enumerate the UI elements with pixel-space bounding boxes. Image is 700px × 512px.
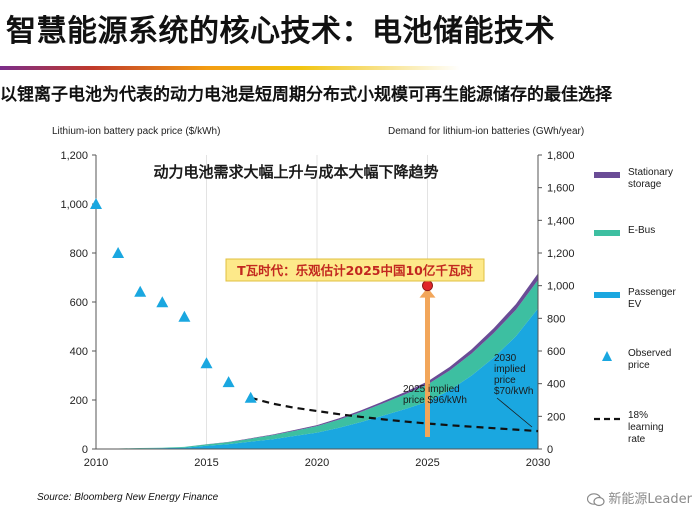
area-stationary-storage: [96, 273, 538, 449]
legend-swatch-stationary-storage: [594, 172, 620, 178]
observed-price-marker: [178, 310, 191, 322]
x-tick-label: 2010: [84, 457, 108, 469]
left-tick-label: 200: [70, 395, 88, 407]
legend-label: Passenger: [628, 287, 676, 298]
observed-price-marker: [222, 376, 235, 388]
x-tick-label: 2030: [526, 457, 550, 469]
arrow-head: [419, 287, 436, 298]
observed-price-marker: [134, 285, 147, 297]
left-axis-title: Lithium-ion battery pack price ($/kWh): [52, 126, 221, 137]
annotation-2030: 2030: [494, 353, 517, 364]
observed-price-marker: [112, 247, 125, 258]
watermark-text: 新能源Leader: [608, 492, 692, 507]
right-tick-label: 400: [547, 379, 565, 391]
annotation-2030: implied: [494, 364, 526, 375]
target-dot: [422, 280, 433, 292]
legend-label: price: [628, 360, 650, 371]
legend-label: EV: [628, 299, 642, 310]
annotation-2030-pointer: [496, 397, 533, 428]
x-tick-label: 2020: [305, 457, 329, 469]
title-divider: [0, 66, 460, 70]
legend-label: Stationary: [628, 167, 673, 178]
right-tick-label: 0: [547, 444, 553, 456]
observed-price-marker: [156, 296, 169, 308]
x-tick-label: 2015: [194, 457, 218, 469]
chart-title: 动力电池需求大幅上升与成本大幅下降趋势: [153, 163, 438, 181]
right-tick-label: 1,200: [547, 248, 575, 260]
left-tick-label: 600: [70, 297, 88, 309]
right-tick-label: 200: [547, 411, 565, 423]
legend-label: rate: [628, 434, 646, 445]
right-tick-label: 1,600: [547, 183, 575, 195]
annotation-2030: $70/kWh: [494, 386, 533, 397]
annotation-2030: price: [494, 375, 516, 386]
area-passenger-ev: [96, 308, 538, 449]
annotation-2025: 2025 implied: [403, 384, 460, 395]
legend-swatch-e-bus: [594, 230, 620, 236]
left-tick-label: 0: [82, 444, 88, 456]
right-axis-title: Demand for lithium-ion batteries (GWh/ye…: [388, 126, 585, 137]
right-tick-label: 800: [547, 313, 565, 325]
area-e-bus: [96, 279, 538, 449]
right-tick-label: 1,400: [547, 215, 575, 227]
right-tick-label: 1,000: [547, 281, 575, 293]
arrow-shaft: [425, 295, 430, 437]
banner-box: [225, 258, 485, 282]
page-subtitle: 以锂离子电池为代表的动力电池是短周期分布式小规模可再生能源储存的最佳选择: [0, 85, 612, 105]
legend-swatch-passenger-ev: [594, 292, 620, 298]
right-tick-label: 600: [547, 346, 565, 358]
legend-swatch-observed-price: [602, 351, 612, 361]
left-tick-label: 1,200: [60, 150, 88, 162]
legend-label: storage: [628, 179, 662, 190]
left-tick-label: 1,000: [60, 199, 88, 211]
page-title: 智慧能源系统的核心技术：电池储能技术: [6, 14, 555, 49]
source-note: Source: Bloomberg New Energy Finance: [37, 492, 219, 503]
learning-rate-line: [250, 396, 539, 433]
annotation-2025: price $96/kWh: [403, 395, 467, 406]
legend-label: E-Bus: [628, 225, 655, 236]
observed-price-marker: [244, 391, 257, 403]
left-tick-label: 400: [70, 346, 88, 358]
banner-text: T瓦时代：乐观估计2025中国10亿千瓦时: [237, 263, 473, 278]
legend-label: learning: [628, 422, 664, 433]
watermark: 新能源Leader: [587, 488, 692, 507]
left-tick-label: 800: [70, 248, 88, 260]
observed-price-marker: [200, 357, 213, 369]
wechat-icon: [587, 492, 606, 507]
right-tick-label: 1,800: [547, 150, 575, 162]
x-tick-label: 2025: [415, 457, 439, 469]
legend-label: 18%: [628, 410, 648, 421]
legend-label: Observed: [628, 348, 671, 359]
observed-price-marker: [90, 198, 102, 209]
